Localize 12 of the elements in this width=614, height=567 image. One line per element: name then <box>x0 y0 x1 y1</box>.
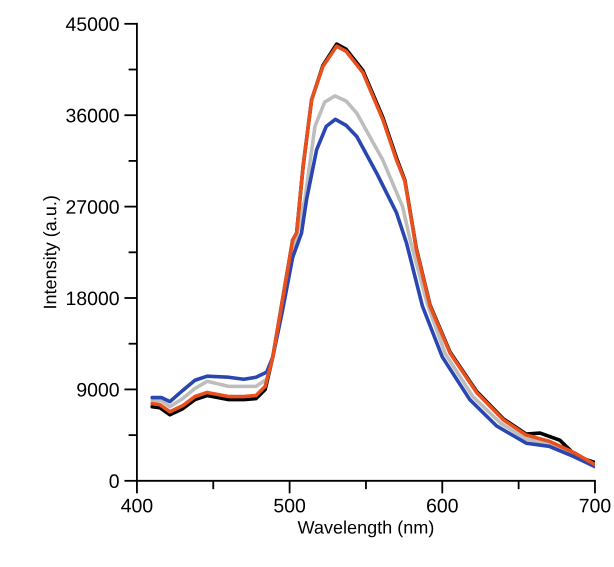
y-tick-label: 9000 <box>77 382 119 397</box>
y-tick-label: 36000 <box>66 108 119 122</box>
x-tick-label: 700 <box>580 498 610 512</box>
x-tick-label: 400 <box>121 498 152 512</box>
x-tick-label: 500 <box>274 498 306 512</box>
x-axis-title: Wavelength (nm) <box>298 520 434 538</box>
y-tick-label: 27000 <box>66 200 119 214</box>
x-tick-label: 600 <box>427 498 458 512</box>
y-tick-label: 45000 <box>66 17 119 32</box>
y-tick-label: 18000 <box>66 291 119 306</box>
y-axis-title: Intensity (a.u.) <box>43 196 60 308</box>
y-tick-label: 0 <box>110 474 119 488</box>
